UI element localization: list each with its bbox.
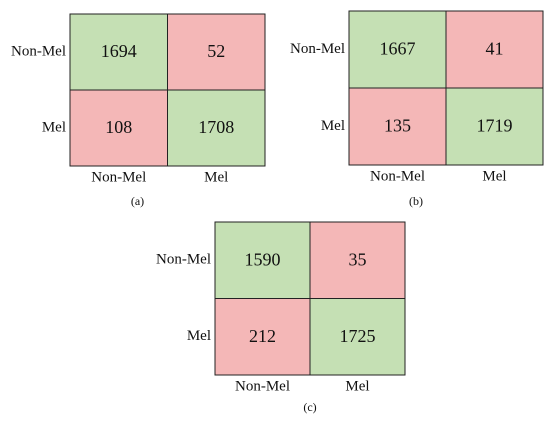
- cell-value: 212: [249, 326, 276, 346]
- matrix-cell: [69, 13, 168, 91]
- row-label: Mel: [187, 328, 211, 344]
- cell-value: 41: [486, 39, 504, 59]
- row-label: Non-Mel: [156, 252, 211, 268]
- matrix-cell: [445, 87, 544, 166]
- col-label: Non-Mel: [235, 378, 290, 394]
- caption: (a): [131, 194, 144, 208]
- cell-value: 1719: [477, 116, 513, 136]
- cell-value: 135: [384, 116, 411, 136]
- matrix-cell: [167, 13, 266, 91]
- col-label: Non-Mel: [91, 169, 146, 185]
- cell-value: 108: [105, 117, 132, 137]
- cell-value: 1708: [198, 117, 234, 137]
- col-label: Mel: [482, 168, 506, 184]
- row-label: Non-Mel: [290, 41, 345, 57]
- cell-value: 35: [349, 249, 367, 269]
- cell-value: 1590: [245, 249, 281, 269]
- matrix-cell: [445, 10, 544, 89]
- matrix-cell: [69, 89, 168, 167]
- row-label: Mel: [321, 118, 345, 134]
- cell-value: 52: [207, 41, 225, 61]
- caption: (b): [409, 194, 423, 208]
- cell-value: 1694: [101, 41, 137, 61]
- matrix-cell: [167, 89, 266, 167]
- matrix-cell: [348, 87, 447, 166]
- matrix-cell: [309, 298, 406, 376]
- caption: (c): [303, 400, 316, 414]
- row-label: Mel: [42, 119, 66, 135]
- matrix-cell: [309, 221, 406, 299]
- col-label: Non-Mel: [370, 168, 425, 184]
- row-label: Non-Mel: [11, 43, 66, 59]
- cell-value: 1725: [340, 326, 376, 346]
- matrix-cell: [348, 10, 447, 89]
- col-label: Mel: [204, 169, 228, 185]
- col-label: Mel: [345, 378, 369, 394]
- cell-value: 1667: [380, 39, 416, 59]
